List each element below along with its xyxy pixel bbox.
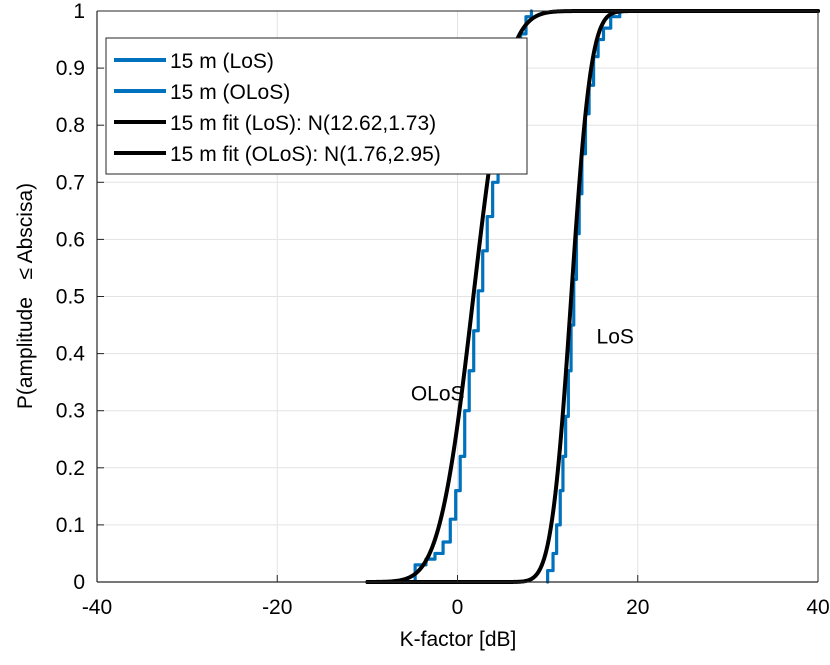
annotations: LoS OLoS [411, 325, 634, 405]
x-axis-label: K-factor [dB] [400, 628, 517, 651]
y-tick-label-10: 1 [73, 0, 85, 23]
annotation-label-0: LoS [597, 325, 634, 348]
legend[interactable]: 15 m (LoS) 15 m (OLoS) 15 m fit (LoS): N(1… [105, 37, 528, 175]
x-tick-label-1: -20 [262, 596, 292, 619]
y-axis-label: P(amplitude ≤ Abscisa) [14, 183, 37, 409]
legend-entry-0: 15 m (LoS) [170, 50, 274, 73]
y-tick-label-0: 0 [73, 571, 85, 594]
y-tick-label-5: 0.5 [56, 286, 85, 309]
legend-entry-1: 15 m (OLoS) [170, 81, 290, 104]
y-tick-label-7: 0.7 [56, 171, 85, 194]
annotation-label-1: OLoS [411, 383, 465, 406]
x-tick-label-3: 20 [626, 596, 649, 619]
axes: -40 -20 0 20 40 0 0.1 0.2 0.3 0.4 0.5 0.6 0.7 0.8 0.9 1 [56, 0, 830, 619]
y-tick-label-1: 0.1 [56, 514, 85, 537]
y-tick-label-4: 0.4 [56, 343, 86, 366]
y-tick-label-9: 0.9 [56, 57, 85, 80]
legend-entry-3: 15 m fit (OLoS): N(1.76,2.95) [170, 143, 441, 166]
legend-entry-2: 15 m fit (LoS): N(12.62,1.73) [170, 112, 436, 135]
y-tick-label-6: 0.6 [56, 228, 85, 251]
x-tick-label-4: 40 [806, 596, 829, 619]
y-tick-label-2: 0.2 [56, 457, 85, 480]
legend-box [105, 37, 528, 175]
y-tick-label-8: 0.8 [56, 114, 85, 137]
y-tick-label-3: 0.3 [56, 400, 85, 423]
x-tick-label-0: -40 [82, 596, 112, 619]
x-tick-label-2: 0 [452, 596, 464, 619]
